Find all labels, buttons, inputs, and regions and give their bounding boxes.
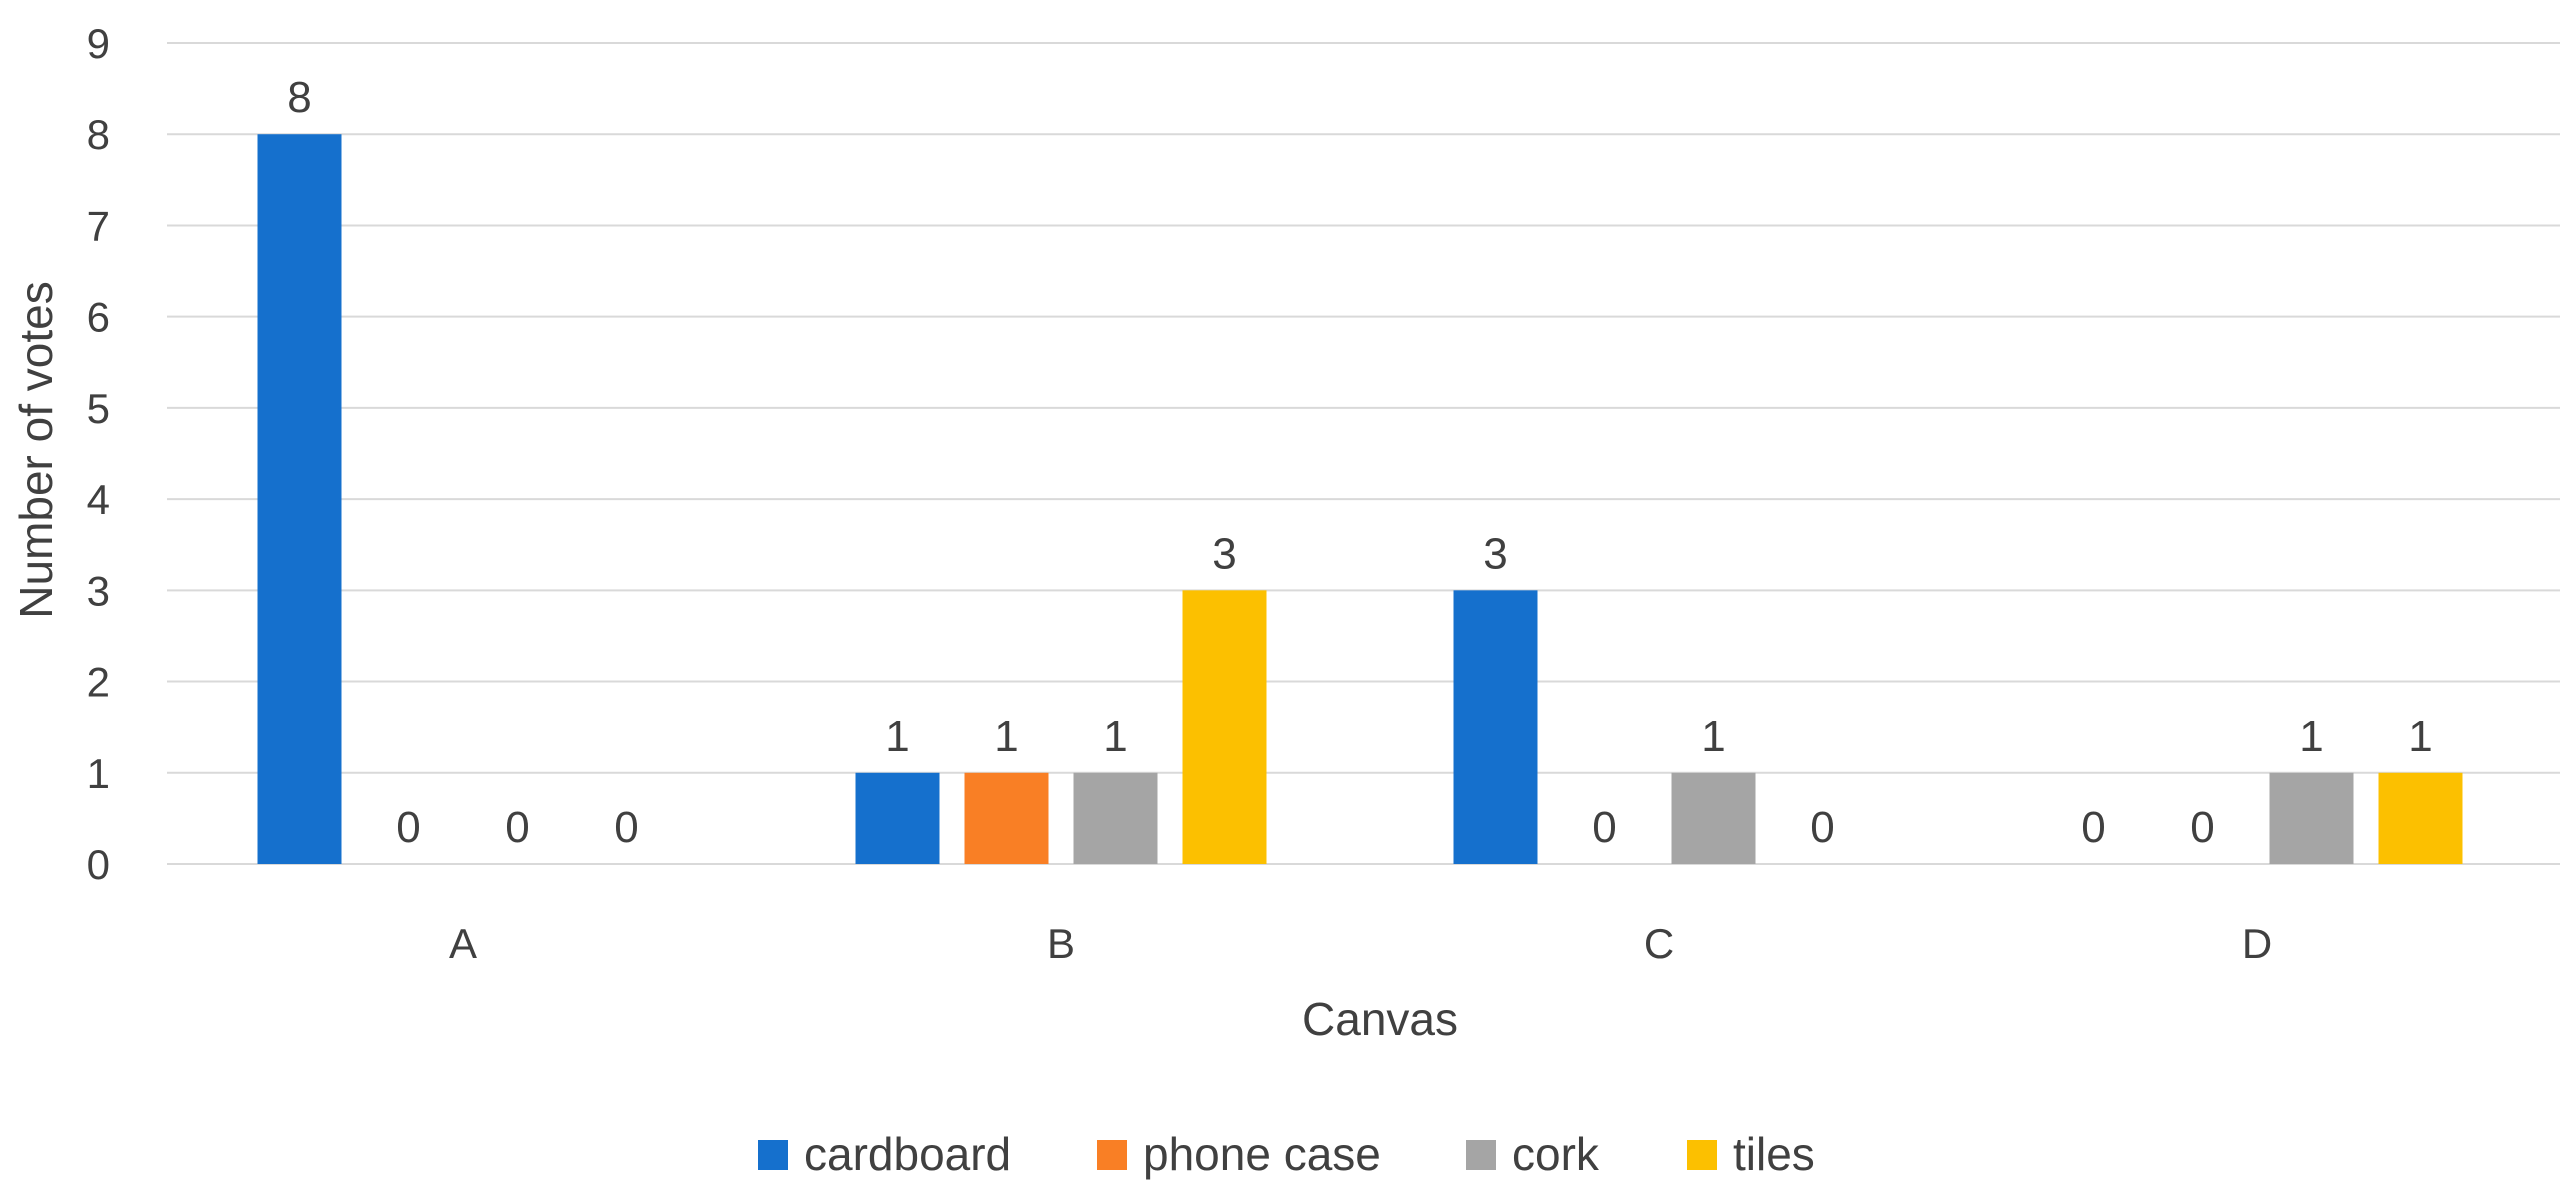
legend-swatch-tiles (1687, 1140, 1717, 1170)
legend-swatch-cork (1466, 1140, 1496, 1170)
x-tick-label: B (1047, 920, 1075, 967)
data-label: 0 (396, 803, 420, 852)
x-axis-title: Canvas (1302, 993, 1458, 1045)
data-label: 1 (1103, 712, 1127, 761)
legend-label: tiles (1733, 1128, 1815, 1180)
data-label: 0 (1810, 803, 1834, 852)
bar-cork-C (1671, 772, 1756, 864)
y-tick-label: 5 (87, 385, 110, 432)
data-label: 1 (2408, 712, 2432, 761)
data-label: 8 (287, 73, 311, 122)
y-tick-label: 9 (87, 20, 110, 67)
bar-cardboard-C (1453, 590, 1538, 864)
y-axis-ticks: 0 1 2 3 4 5 6 7 8 9 (87, 20, 110, 888)
bars (257, 134, 2463, 864)
data-label: 3 (1212, 529, 1236, 578)
bar-cardboard-B (855, 772, 940, 864)
y-tick-label: 3 (87, 567, 110, 614)
bar-phone-case-B (964, 772, 1049, 864)
data-labels: 8 0 0 0 1 1 1 3 3 0 1 0 0 0 1 1 (287, 73, 2432, 852)
legend-swatch-cardboard (758, 1140, 788, 1170)
data-label: 1 (885, 712, 909, 761)
legend-label: cork (1512, 1128, 1600, 1180)
y-tick-label: 1 (87, 750, 110, 797)
x-axis-ticks: A B C D (449, 920, 2272, 967)
data-label: 1 (1701, 712, 1725, 761)
y-tick-label: 0 (87, 841, 110, 888)
y-tick-label: 8 (87, 111, 110, 158)
x-tick-label: D (2242, 920, 2272, 967)
y-tick-label: 2 (87, 659, 110, 706)
data-label: 1 (994, 712, 1018, 761)
x-tick-label: C (1644, 920, 1674, 967)
y-tick-label: 7 (87, 202, 110, 249)
data-label: 0 (2190, 803, 2214, 852)
legend: cardboard phone case cork tiles (758, 1128, 1815, 1180)
x-tick-label: A (449, 920, 477, 967)
data-label: 3 (1483, 529, 1507, 578)
data-label: 0 (505, 803, 529, 852)
y-tick-label: 6 (87, 294, 110, 341)
bar-tiles-B (1182, 590, 1267, 864)
y-axis-title: Number of votes (10, 281, 62, 618)
legend-label: phone case (1143, 1128, 1381, 1180)
y-tick-label: 4 (87, 476, 110, 523)
gridlines (167, 42, 2560, 865)
data-label: 0 (614, 803, 638, 852)
bar-cardboard-A (257, 134, 342, 864)
bar-cork-D (2269, 772, 2354, 864)
legend-swatch-phone-case (1097, 1140, 1127, 1170)
data-label: 0 (1592, 803, 1616, 852)
data-label: 1 (2299, 712, 2323, 761)
bar-tiles-D (2378, 772, 2463, 864)
bar-cork-B (1073, 772, 1158, 864)
legend-label: cardboard (804, 1128, 1011, 1180)
data-label: 0 (2081, 803, 2105, 852)
